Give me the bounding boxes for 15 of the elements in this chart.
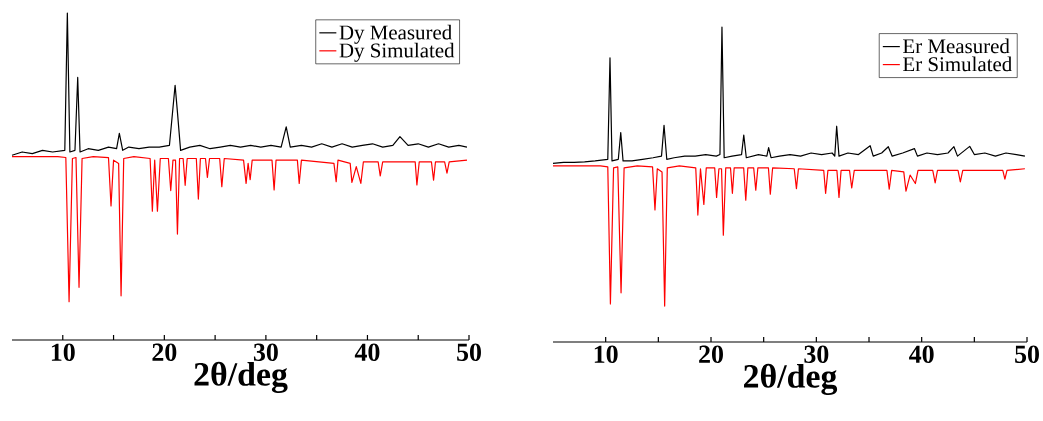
x-tick-label: 10 xyxy=(594,345,618,363)
x-axis-title: 2θ/deg xyxy=(194,361,288,393)
x-tick-label: 30 xyxy=(804,345,829,363)
legend-label: Dy Simulated xyxy=(339,42,455,62)
x-tick-label: 20 xyxy=(152,343,177,361)
x-tick-label: 40 xyxy=(909,345,934,363)
x-tick-label: 10 xyxy=(51,343,75,361)
x-axis-title: 2θ/deg xyxy=(744,363,838,395)
x-tick-label: 50 xyxy=(1015,345,1039,363)
x-tick-label: 20 xyxy=(699,345,723,363)
x-tick-label: 40 xyxy=(354,343,380,361)
legend-label: Er Measured xyxy=(903,38,1010,54)
x-tick-label: 50 xyxy=(457,343,481,361)
x-tick-label: 30 xyxy=(253,343,278,361)
legend-label: Er Simulated xyxy=(903,56,1012,72)
